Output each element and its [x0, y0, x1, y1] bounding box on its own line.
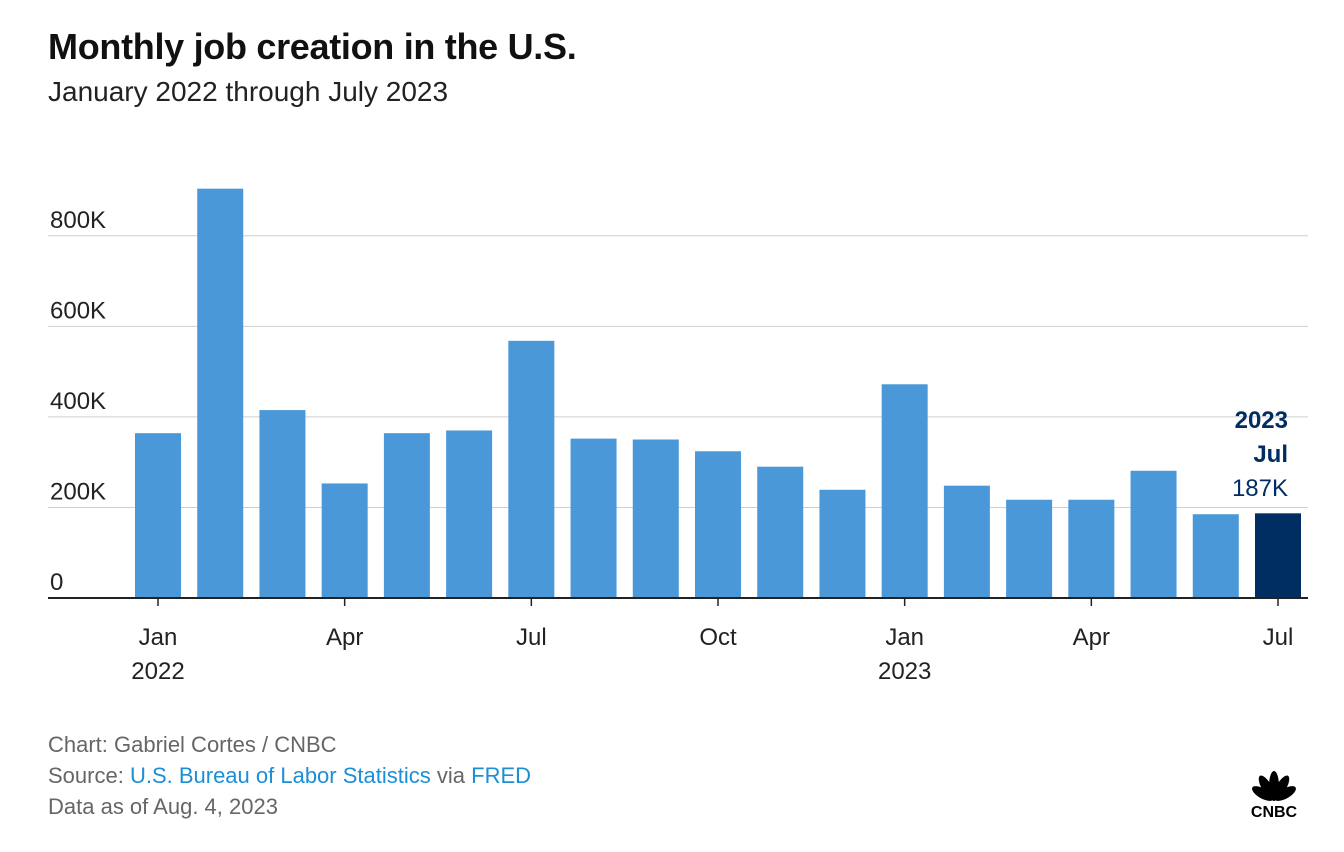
data-date: Data as of Aug. 4, 2023 [48, 794, 278, 819]
bar [632, 439, 679, 598]
fred-link[interactable]: FRED [471, 763, 532, 788]
bar [943, 485, 990, 598]
x-tick-sublabel: 2022 [131, 658, 184, 685]
cnbc-logo: CNBC [1251, 771, 1298, 820]
bar [1006, 499, 1053, 598]
bar [321, 483, 368, 598]
annotation-year: 2023 [1235, 407, 1288, 434]
x-tick-label: Jan [885, 624, 924, 651]
bar [508, 340, 555, 598]
x-tick-sublabel: 2023 [878, 658, 931, 685]
bar [819, 489, 866, 598]
chart-subtitle: January 2022 through July 2023 [48, 76, 449, 107]
bar [757, 466, 804, 598]
y-tick-label: 400K [50, 388, 106, 415]
annotation-month: Jul [1253, 441, 1288, 468]
x-tick-label: Oct [699, 624, 737, 651]
x-tick-label: Jul [1263, 624, 1294, 651]
bls-link[interactable]: U.S. Bureau of Labor Statistics [129, 763, 431, 788]
source-line: Source: U.S. Bureau of Labor Statistics … [48, 763, 531, 789]
bar [1068, 499, 1115, 598]
bar [197, 188, 244, 598]
logo-text: CNBC [1251, 804, 1298, 820]
source-prefix: Source: [48, 763, 130, 788]
peacock-icon [1252, 771, 1296, 801]
source-via: via [430, 763, 472, 788]
chart-title: Monthly job creation in the U.S. [48, 26, 577, 67]
chart-credit: Chart: Gabriel Cortes / CNBC [48, 732, 337, 757]
bar [446, 430, 493, 598]
annotation-value: 187K [1232, 475, 1288, 502]
bar [1255, 513, 1301, 598]
bar [383, 433, 430, 598]
x-tick-label: Apr [326, 624, 363, 651]
bar [135, 433, 181, 598]
y-tick-label: 800K [50, 207, 106, 234]
bar [570, 438, 617, 598]
x-tick-label: Jan [139, 624, 178, 651]
bar [1192, 514, 1239, 598]
bar [881, 384, 928, 598]
bar [1130, 470, 1177, 598]
x-tick-label: Jul [516, 624, 547, 651]
y-tick-label: 600K [50, 297, 106, 324]
y-tick-label: 200K [50, 478, 106, 505]
y-tick-label: 0 [50, 569, 63, 596]
x-tick-label: Apr [1073, 624, 1110, 651]
bar [259, 410, 306, 598]
bar [695, 451, 741, 598]
